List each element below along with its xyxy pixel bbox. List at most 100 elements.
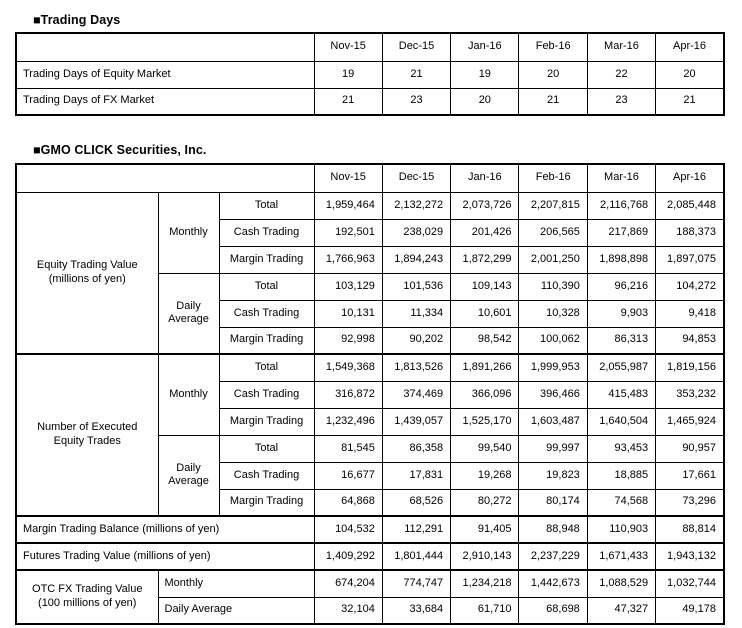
- table-row: Cash Trading 192,501 238,029 201,426 206…: [16, 218, 725, 247]
- sub-label: Cash Trading: [218, 299, 315, 328]
- value-cell: 1,409,292: [313, 542, 383, 571]
- value-cell: 20: [518, 60, 588, 89]
- value-cell: 2,085,448: [655, 191, 725, 220]
- value-cell: 21: [381, 60, 452, 89]
- value-cell: 68,698: [518, 596, 588, 625]
- table-row: Margin Trading 64,868 68,526 80,272 80,1…: [16, 488, 725, 517]
- period-label-monthly: Monthly: [157, 569, 315, 598]
- value-cell: 1,671,433: [586, 542, 657, 571]
- value-cell: 1,999,953: [518, 353, 588, 382]
- sub-label: Margin Trading: [218, 326, 315, 355]
- value-cell: 90,202: [381, 326, 452, 355]
- table-row: Margin Trading 1,766,963 1,894,243 1,872…: [16, 245, 725, 274]
- value-cell: 19: [313, 60, 383, 89]
- value-cell: 1,549,368: [313, 353, 383, 382]
- month-header: Nov-15: [313, 163, 383, 193]
- value-cell: 112,291: [381, 515, 452, 544]
- sub-label: Margin Trading: [218, 407, 315, 436]
- gmo-click-title: ■GMO CLICK Securities, Inc.: [33, 143, 207, 157]
- value-cell: 23: [586, 87, 657, 116]
- value-cell: 33,684: [381, 596, 452, 625]
- value-cell: 64,868: [313, 488, 383, 517]
- value-cell: 2,132,272: [381, 191, 452, 220]
- value-cell: 17,661: [655, 461, 725, 490]
- table-row: Number of Executed Equity Trades Monthly…: [15, 353, 725, 517]
- month-header: Apr-16: [655, 163, 725, 193]
- value-cell: 109,143: [450, 272, 520, 301]
- value-cell: 86,313: [586, 326, 657, 355]
- sub-label: Cash Trading: [218, 461, 315, 490]
- value-cell: 19,823: [518, 461, 588, 490]
- value-cell: 23: [381, 87, 452, 116]
- value-cell: 104,272: [655, 272, 725, 301]
- value-cell: 21: [655, 87, 725, 116]
- value-cell: 1,442,673: [518, 569, 588, 598]
- month-header: Mar-16: [586, 32, 657, 62]
- row-label: Trading Days of Equity Market: [15, 60, 315, 89]
- value-cell: 1,819,156: [655, 353, 725, 382]
- value-cell: 18,885: [586, 461, 657, 490]
- sub-label: Total: [218, 434, 315, 463]
- sub-label: Total: [218, 353, 315, 382]
- corner-cell: [15, 163, 315, 193]
- table-row: Futures Trading Value (millions of yen) …: [15, 542, 725, 571]
- value-cell: 11,334: [381, 299, 452, 328]
- value-cell: 90,957: [655, 434, 725, 463]
- value-cell: 415,483: [586, 380, 657, 409]
- gmo-click-table: Nov-15 Dec-15 Jan-16 Feb-16 Mar-16 Apr-1…: [15, 163, 725, 625]
- row-label: Trading Days of FX Market: [15, 87, 315, 116]
- value-cell: 2,073,726: [450, 191, 520, 220]
- value-cell: 80,174: [518, 488, 588, 517]
- value-cell: 1,872,299: [450, 245, 520, 274]
- table-row: Equity Trading Value (millions of yen) M…: [15, 191, 725, 355]
- value-cell: 674,204: [313, 569, 383, 598]
- value-cell: 10,328: [518, 299, 588, 328]
- table-row: Trading Days of FX Market 21 23 20 21 23…: [15, 87, 725, 116]
- value-cell: 17,831: [381, 461, 452, 490]
- value-cell: 1,943,132: [655, 542, 725, 571]
- value-cell: 374,469: [381, 380, 452, 409]
- table-row: Daily Average Total 81,545 86,358 99,540…: [16, 434, 725, 517]
- value-cell: 1,766,963: [313, 245, 383, 274]
- value-cell: 396,466: [518, 380, 588, 409]
- sub-label: Margin Trading: [218, 245, 315, 274]
- value-cell: 47,327: [586, 596, 657, 625]
- value-cell: 353,232: [655, 380, 725, 409]
- value-cell: 1,465,924: [655, 407, 725, 436]
- value-cell: 217,869: [586, 218, 657, 247]
- value-cell: 2,001,250: [518, 245, 588, 274]
- table-row: Nov-15 Dec-15 Jan-16 Feb-16 Mar-16 Apr-1…: [15, 32, 725, 62]
- value-cell: 10,601: [450, 299, 520, 328]
- value-cell: 61,710: [450, 596, 520, 625]
- value-cell: 81,545: [313, 434, 383, 463]
- period-label-monthly: Monthly: [157, 191, 220, 274]
- value-cell: 2,237,229: [518, 542, 588, 571]
- value-cell: 1,801,444: [381, 542, 452, 571]
- value-cell: 2,055,987: [586, 353, 657, 382]
- month-header: Feb-16: [518, 163, 588, 193]
- value-cell: 1,894,243: [381, 245, 452, 274]
- month-header: Dec-15: [381, 32, 452, 62]
- table-row: Cash Trading 16,677 17,831 19,268 19,823…: [16, 461, 725, 490]
- value-cell: 74,568: [586, 488, 657, 517]
- period-label-monthly: Monthly: [157, 353, 220, 436]
- value-cell: 2,910,143: [450, 542, 520, 571]
- month-header: Apr-16: [655, 32, 725, 62]
- group-label-equity-trading-value: Equity Trading Value (millions of yen): [15, 191, 159, 355]
- value-cell: 1,525,170: [450, 407, 520, 436]
- period-label-daily-average: Daily Average: [157, 272, 220, 355]
- value-cell: 2,116,768: [586, 191, 657, 220]
- value-cell: 88,948: [518, 515, 588, 544]
- table-row: Cash Trading 10,131 11,334 10,601 10,328…: [16, 299, 725, 328]
- value-cell: 110,390: [518, 272, 588, 301]
- value-cell: 22: [586, 60, 657, 89]
- sub-label: Margin Trading: [218, 488, 315, 517]
- value-cell: 68,526: [381, 488, 452, 517]
- value-cell: 1,897,075: [655, 245, 725, 274]
- sub-label: Cash Trading: [218, 380, 315, 409]
- value-cell: 103,129: [313, 272, 383, 301]
- value-cell: 99,997: [518, 434, 588, 463]
- value-cell: 1,813,526: [381, 353, 452, 382]
- group-label-executed-trades: Number of Executed Equity Trades: [15, 353, 159, 517]
